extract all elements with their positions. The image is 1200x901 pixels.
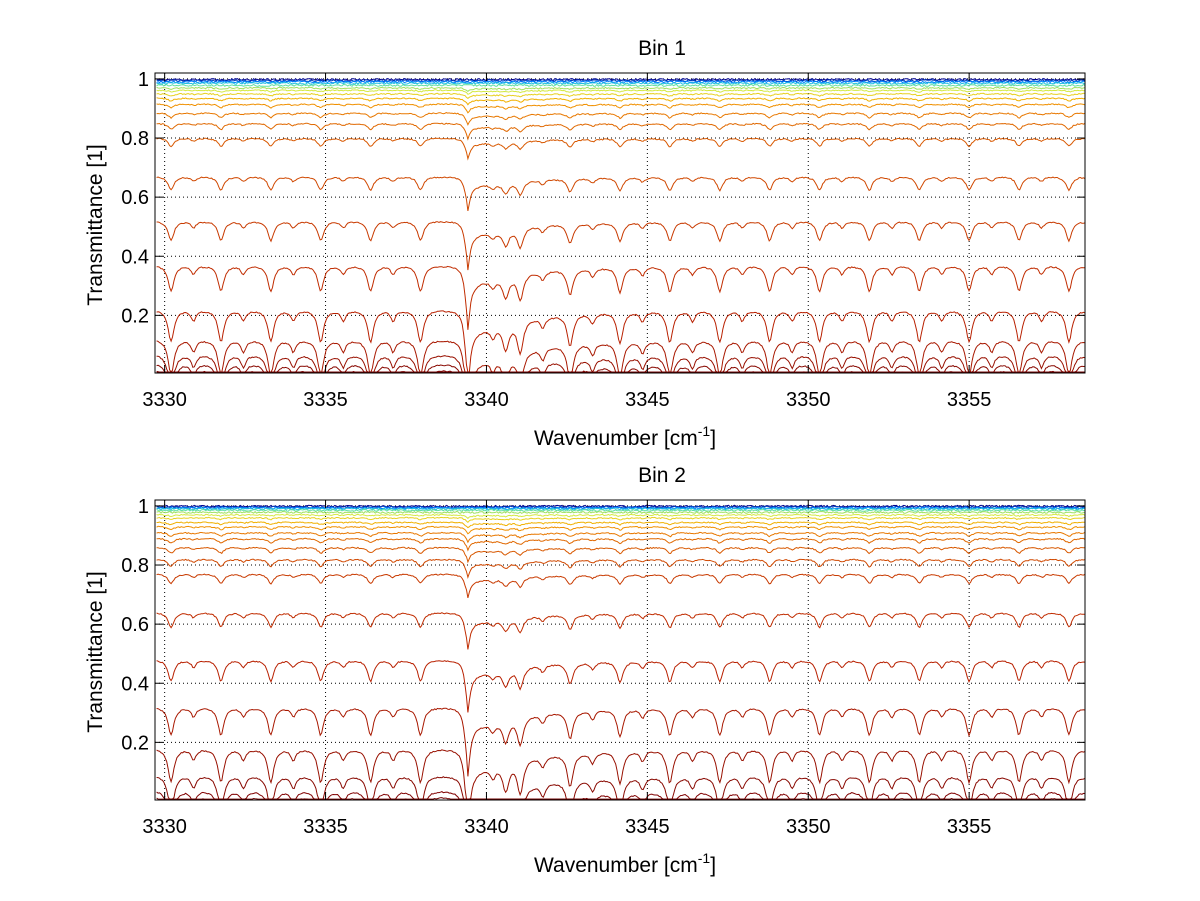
series-line-4 [156,81,1086,85]
x-tick-label: 3345 [625,389,670,411]
series-line-10 [156,103,1085,114]
series-line-16 [156,265,1085,330]
y-tick-label: 0.8 [121,128,149,150]
series-line-15 [156,221,1085,271]
series-line-18 [156,707,1085,777]
series-line-17 [156,660,1085,713]
series-line-15 [156,573,1085,599]
series-line-4 [156,507,1085,511]
series-line-6 [156,86,1085,93]
series-line-22 [156,797,1085,800]
chart-panel-1: 3330 3335 3340 3345 3350 3355 0.2 0.4 0.6 0.8 1 Bin… [84,37,1086,450]
series-line-5 [156,508,1085,512]
series-line-11 [156,112,1085,126]
series-line-1 [156,77,1085,82]
x-axis-label: Wavenumber [cm-1] [534,850,716,877]
y-axis-label: Transmittance [1] [84,144,107,305]
x-tick-label: 3345 [625,816,670,838]
series-line-20 [156,364,1085,373]
axes-box [154,499,1086,801]
series-line-2 [156,79,1085,83]
series-line-6 [156,510,1085,515]
y-axis-label: Transmittance [1] [84,571,107,732]
series-line-14 [156,558,1085,579]
y-tick-label: 1 [138,496,149,518]
series-line-13 [156,137,1085,161]
series-line-21 [156,791,1085,800]
y-tick-label: 0.4 [121,673,149,695]
series-line-7 [156,513,1086,520]
y-tick-label: 0.8 [121,555,149,577]
series-line-13 [156,546,1085,564]
series-line-3 [156,80,1085,84]
series-line-14 [156,176,1086,211]
series-line-12 [156,122,1086,141]
x-tick-label: 3330 [142,816,187,838]
x-tick-label: 3355 [947,389,992,411]
y-tick-label: 0.6 [121,614,149,636]
x-tick-label: 3335 [303,389,348,411]
y-tick-label: 0.2 [121,305,149,327]
series-line-8 [156,516,1085,523]
chart-title: Bin 1 [638,37,686,60]
series-line-16 [156,612,1085,650]
axes-box [154,72,1086,374]
y-tick-label: 0.2 [121,732,149,754]
x-tick-label: 3355 [947,816,992,838]
series-line-10 [156,525,1085,535]
y-tick-label: 1 [138,69,149,91]
y-tick-label: 0.4 [121,246,149,268]
series-line-19 [156,749,1085,800]
x-tick-label: 3340 [464,389,509,411]
chart-panel-2: 3330 3335 3340 3345 3350 3355 0.2 0.4 0.6 0.8 1 Bin… [84,464,1086,877]
series-line-8 [156,92,1085,100]
x-tick-label: 3340 [464,816,509,838]
chart-title: Bin 2 [638,464,686,487]
series-line-9 [156,97,1085,106]
series-line-7 [156,89,1085,95]
series-line-11 [156,531,1086,544]
x-tick-label: 3335 [303,816,348,838]
series-line-5 [156,83,1086,87]
x-axis-label: Wavenumber [cm-1] [534,423,716,450]
x-tick-label: 3350 [786,816,831,838]
series-line-3 [156,506,1085,510]
series-line-17 [156,310,1085,373]
series-line-18 [156,340,1085,373]
y-tick-label: 0.6 [121,187,149,209]
series-line-9 [156,521,1085,529]
x-tick-label: 3350 [786,389,831,411]
series-line-12 [156,537,1086,552]
x-tick-label: 3330 [142,389,187,411]
